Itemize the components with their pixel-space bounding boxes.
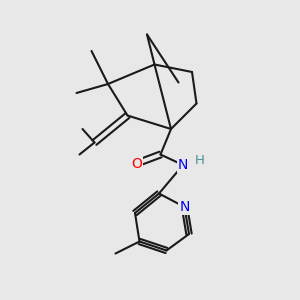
Text: O: O [131,157,142,170]
Text: N: N [179,200,190,214]
Text: H: H [195,154,204,167]
Text: N: N [178,158,188,172]
